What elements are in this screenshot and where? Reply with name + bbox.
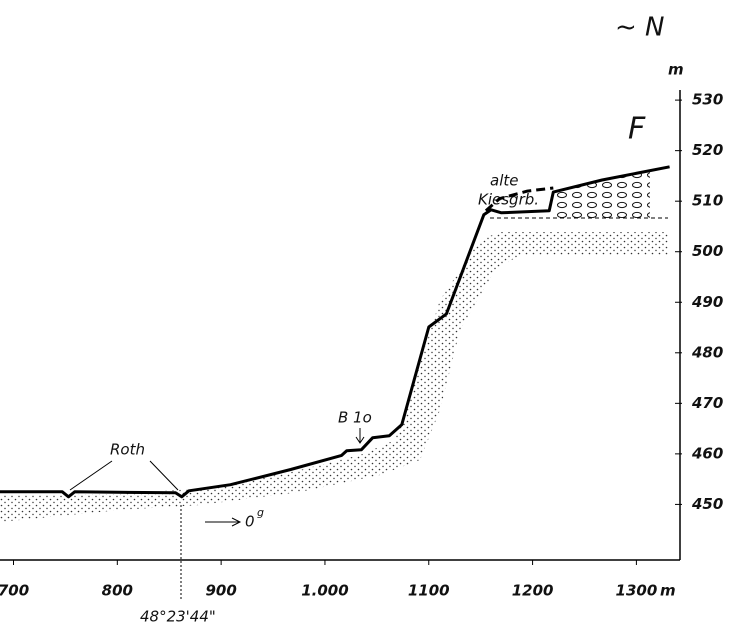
y-unit: m <box>668 61 684 79</box>
boring-label: B 1o <box>338 409 372 427</box>
x-unit: m <box>660 582 676 600</box>
boring-arrow <box>356 428 364 443</box>
y-tick-label: 450 <box>691 495 723 513</box>
y-tick-label: 520 <box>692 141 723 159</box>
pit-label: alte <box>490 172 518 190</box>
x-tick-label: 1100 <box>408 582 450 600</box>
sand-layer <box>0 232 668 522</box>
x-tick-label: 900 <box>205 582 236 600</box>
y-tick-label: 490 <box>691 293 723 311</box>
leader-lines <box>70 461 178 490</box>
y-tick-label: 470 <box>691 394 723 412</box>
y-tick-label: 510 <box>692 192 723 210</box>
chart: ~ N F m m Roth alte Kiesgrb. B 1o 0 g 48… <box>0 0 730 632</box>
x-tick-label: 1.000 <box>301 582 348 600</box>
x-tick-label: 800 <box>102 582 133 600</box>
x-tick-label: 1200 <box>512 582 554 600</box>
y-tick-label: 530 <box>692 91 723 109</box>
x-tick-label: 1300 <box>616 582 658 600</box>
y-tick-label: 480 <box>691 343 723 361</box>
y-tick-label: 500 <box>692 242 723 260</box>
section-label: F <box>628 112 646 147</box>
y-tick-label: 460 <box>691 444 723 462</box>
pit-label: Kiesgrb. <box>478 191 539 209</box>
direction-arrow <box>205 518 240 526</box>
direction-label: 0 <box>245 513 255 531</box>
coordinate-label: 48°23'44" <box>140 608 216 626</box>
x-tick-label: 700 <box>0 582 29 600</box>
stream-label: Roth <box>110 441 145 459</box>
direction-sup: g <box>257 506 264 519</box>
north-label: ~ N <box>615 13 665 43</box>
